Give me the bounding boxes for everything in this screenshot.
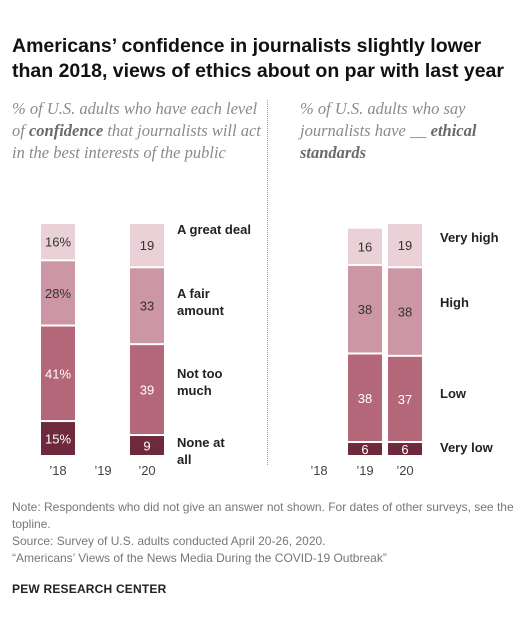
report-text: “Americans’ Views of the News Media Duri… <box>12 551 387 565</box>
footnote: Note: Respondents who did not give an an… <box>12 499 522 567</box>
left-subtitle: % of U.S. adults who have each level of … <box>12 98 262 164</box>
right-x-tick-label: ’18 <box>310 463 327 478</box>
source-text: Source: Survey of U.S. adults conducted … <box>12 534 326 548</box>
left-x-tick-label: ’19 <box>94 463 111 478</box>
left-data-label: 28% <box>45 286 71 301</box>
right-chart-panel: ’18 ’19 ’20 6 38 38 16 6 37 38 19 Very high High Low V… <box>310 224 499 478</box>
right-segment-label: High <box>440 295 469 310</box>
left-bar-segment <box>130 436 164 455</box>
left-segment-label: Not too much <box>177 366 223 398</box>
left-data-label: 39 <box>140 383 154 398</box>
left-segment-label: A great deal <box>177 222 251 237</box>
right-x-tick-label: ’20 <box>396 463 413 478</box>
left-bar-segment <box>41 224 75 260</box>
left-bar-segment <box>41 326 75 421</box>
right-subtitle-emph: ethical standards <box>300 121 477 162</box>
right-data-label: 38 <box>358 302 372 317</box>
right-bar-segment <box>388 224 422 267</box>
left-data-label: 9 <box>143 439 150 454</box>
right-bar-segment <box>348 228 382 264</box>
right-data-label: 19 <box>398 238 412 253</box>
left-segment-label: A fair amount <box>177 286 225 318</box>
right-data-label: 37 <box>398 392 412 407</box>
left-bar-segment <box>130 345 164 435</box>
right-subtitle-pre: % of U.S. adults who say journalists hav… <box>300 99 466 140</box>
left-x-tick-label: ’18 <box>49 463 66 478</box>
right-data-label: 38 <box>358 391 372 406</box>
right-bar-segment <box>388 356 422 442</box>
right-data-label: 16 <box>358 239 372 254</box>
left-subtitle-pre: % of U.S. adults who have each level of <box>12 99 258 140</box>
right-bar-segment <box>348 265 382 353</box>
left-data-label: 33 <box>140 299 154 314</box>
left-segment-label: None at all <box>177 435 225 467</box>
left-data-label: 16% <box>45 235 71 250</box>
right-segment-label: Very low <box>440 440 494 455</box>
right-x-tick-label: ’19 <box>356 463 373 478</box>
left-bar-segment <box>130 268 164 344</box>
right-bar-segment <box>388 443 422 455</box>
right-data-label: 38 <box>398 305 412 320</box>
note-text: Note: Respondents who did not give an an… <box>12 500 514 531</box>
right-bar-segment <box>388 268 422 355</box>
left-data-label: 19 <box>140 238 154 253</box>
chart-title: Americans’ confidence in journalists sli… <box>12 35 504 82</box>
right-bar-segment <box>348 354 382 442</box>
left-chart-panel: ’18 ’19 ’20 15% 41% 28% 16% 9 39 33 19 A great deal… <box>41 222 251 478</box>
left-bar-segment <box>130 224 164 267</box>
left-data-label: 41% <box>45 366 71 381</box>
right-segment-label: Very high <box>440 230 499 245</box>
left-bar-segment <box>41 261 75 325</box>
left-subtitle-emph: confidence <box>28 121 104 140</box>
left-subtitle-post: that journalists will act in the best in… <box>12 121 261 162</box>
right-bar-segment <box>348 443 382 455</box>
right-segment-label: Low <box>440 386 467 401</box>
right-subtitle: % of U.S. adults who say journalists hav… <box>300 98 525 164</box>
right-data-label: 6 <box>361 442 368 457</box>
left-x-tick-label: ’20 <box>138 463 155 478</box>
left-bar-segment <box>41 422 75 455</box>
left-data-label: 15% <box>45 432 71 447</box>
pew-logo-text: PEW RESEARCH CENTER <box>12 582 167 596</box>
panel-divider <box>267 100 268 465</box>
right-data-label: 6 <box>401 442 408 457</box>
